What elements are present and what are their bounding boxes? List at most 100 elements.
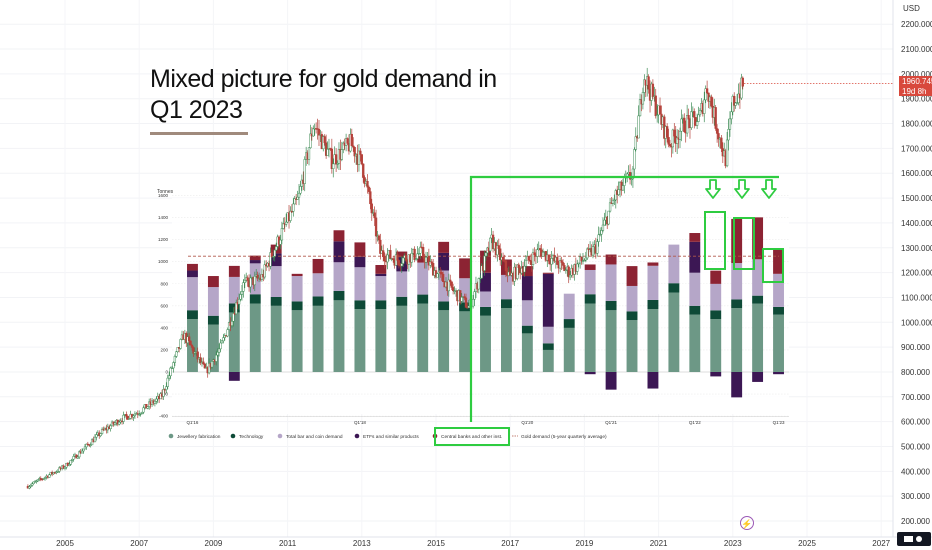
candle-body bbox=[422, 247, 425, 258]
bar-segment bbox=[459, 258, 471, 279]
candle-body bbox=[336, 163, 339, 165]
current-price: 1960.745 bbox=[902, 77, 932, 86]
candle-body bbox=[69, 460, 72, 465]
candle-body bbox=[734, 102, 737, 106]
price-tick-label: 400.000 bbox=[901, 467, 930, 476]
candle-body bbox=[449, 279, 452, 283]
candle-body bbox=[404, 255, 408, 261]
bar-segment bbox=[563, 327, 575, 372]
candle-body bbox=[597, 234, 600, 242]
candle-body bbox=[563, 265, 566, 272]
candle-body bbox=[654, 95, 657, 117]
candle-body bbox=[70, 458, 74, 461]
candle-body bbox=[166, 377, 169, 387]
candle-body bbox=[419, 246, 422, 254]
candle-body bbox=[29, 485, 32, 487]
bar-segment bbox=[752, 259, 764, 296]
bar-segment bbox=[584, 372, 596, 375]
candle-body bbox=[203, 363, 206, 369]
bar-segment bbox=[668, 292, 680, 372]
candle-body bbox=[56, 471, 60, 473]
candle-body bbox=[275, 246, 278, 251]
candle-body bbox=[440, 272, 443, 275]
price-tick-label: 1800.000 bbox=[901, 120, 932, 129]
bar-segment bbox=[291, 301, 303, 311]
candle-body bbox=[730, 111, 733, 120]
candle-body bbox=[242, 282, 245, 292]
candle-body bbox=[621, 185, 625, 191]
bar-segment bbox=[438, 252, 450, 271]
annotations bbox=[434, 175, 784, 446]
candle-body bbox=[441, 273, 445, 282]
candle-body bbox=[350, 133, 353, 147]
candle-body bbox=[243, 279, 246, 283]
candle-body bbox=[199, 357, 202, 364]
bar-segment bbox=[542, 326, 554, 344]
bar-segment bbox=[542, 272, 554, 274]
bar-segment bbox=[521, 333, 533, 372]
title-text: Mixed picture for gold demand in Q1 2023 bbox=[150, 65, 497, 124]
candle-body bbox=[413, 248, 416, 260]
candle-body bbox=[249, 277, 252, 288]
candle-body bbox=[583, 259, 586, 262]
bar-segment bbox=[500, 308, 512, 372]
candle-body bbox=[489, 237, 492, 252]
bar-segment bbox=[500, 274, 512, 300]
bar-segment bbox=[773, 314, 784, 372]
bolt-icon[interactable]: ⚡ bbox=[740, 516, 754, 530]
inset-y-tick-label: 1600 bbox=[158, 193, 169, 198]
bar-segment bbox=[605, 300, 617, 311]
bar-segment bbox=[480, 306, 491, 316]
bar-segment bbox=[668, 244, 680, 284]
candle-body bbox=[477, 278, 480, 290]
legend-label: Technology bbox=[239, 434, 264, 440]
bar-segment bbox=[333, 290, 345, 301]
candle-body bbox=[173, 356, 177, 363]
bar-segment bbox=[228, 276, 240, 304]
candle-body bbox=[155, 398, 158, 402]
bar-segment bbox=[375, 276, 387, 301]
candle-body bbox=[80, 450, 84, 454]
candle-body bbox=[220, 340, 224, 344]
candle-body bbox=[323, 136, 326, 143]
price-tick-label: 600.000 bbox=[901, 418, 930, 427]
candle-body bbox=[430, 261, 433, 264]
year-tick-label: 2005 bbox=[56, 539, 74, 548]
candle-body bbox=[728, 118, 732, 130]
candle-body bbox=[165, 386, 168, 390]
candle-body bbox=[169, 367, 172, 377]
candle-body bbox=[698, 110, 702, 116]
candle-body bbox=[282, 223, 285, 229]
candle-body bbox=[483, 255, 486, 271]
bar-segment bbox=[647, 309, 659, 372]
inset-unit-label: Tonnes bbox=[157, 189, 174, 195]
candle-body bbox=[352, 145, 355, 148]
candle-body bbox=[122, 414, 125, 422]
candle-body bbox=[189, 340, 192, 346]
bar-segment bbox=[584, 269, 596, 295]
candle-body bbox=[516, 264, 519, 279]
candle-body bbox=[715, 128, 719, 134]
candle-body bbox=[536, 249, 539, 257]
candle-body bbox=[741, 77, 744, 87]
candle-body bbox=[386, 254, 389, 263]
candle-body bbox=[373, 212, 376, 219]
currency-label: USD bbox=[903, 4, 920, 13]
year-tick-label: 2027 bbox=[872, 539, 890, 548]
candle-body bbox=[317, 128, 321, 136]
candle-body bbox=[138, 413, 141, 416]
bar-segment bbox=[689, 272, 701, 306]
bar-segment bbox=[249, 303, 261, 372]
inset-y-tick-label: -400 bbox=[159, 414, 169, 419]
candle-body bbox=[145, 404, 148, 409]
candle-body bbox=[471, 298, 475, 307]
candle-body bbox=[656, 114, 659, 117]
candle-body bbox=[303, 159, 306, 184]
candle-body bbox=[176, 347, 179, 353]
price-tick-label: 1000.000 bbox=[901, 318, 932, 327]
tradingview-logo-icon[interactable] bbox=[897, 532, 931, 546]
candle-body bbox=[263, 264, 266, 278]
candle-body bbox=[93, 436, 97, 443]
candle-body bbox=[270, 252, 274, 258]
candle-body bbox=[451, 287, 455, 292]
